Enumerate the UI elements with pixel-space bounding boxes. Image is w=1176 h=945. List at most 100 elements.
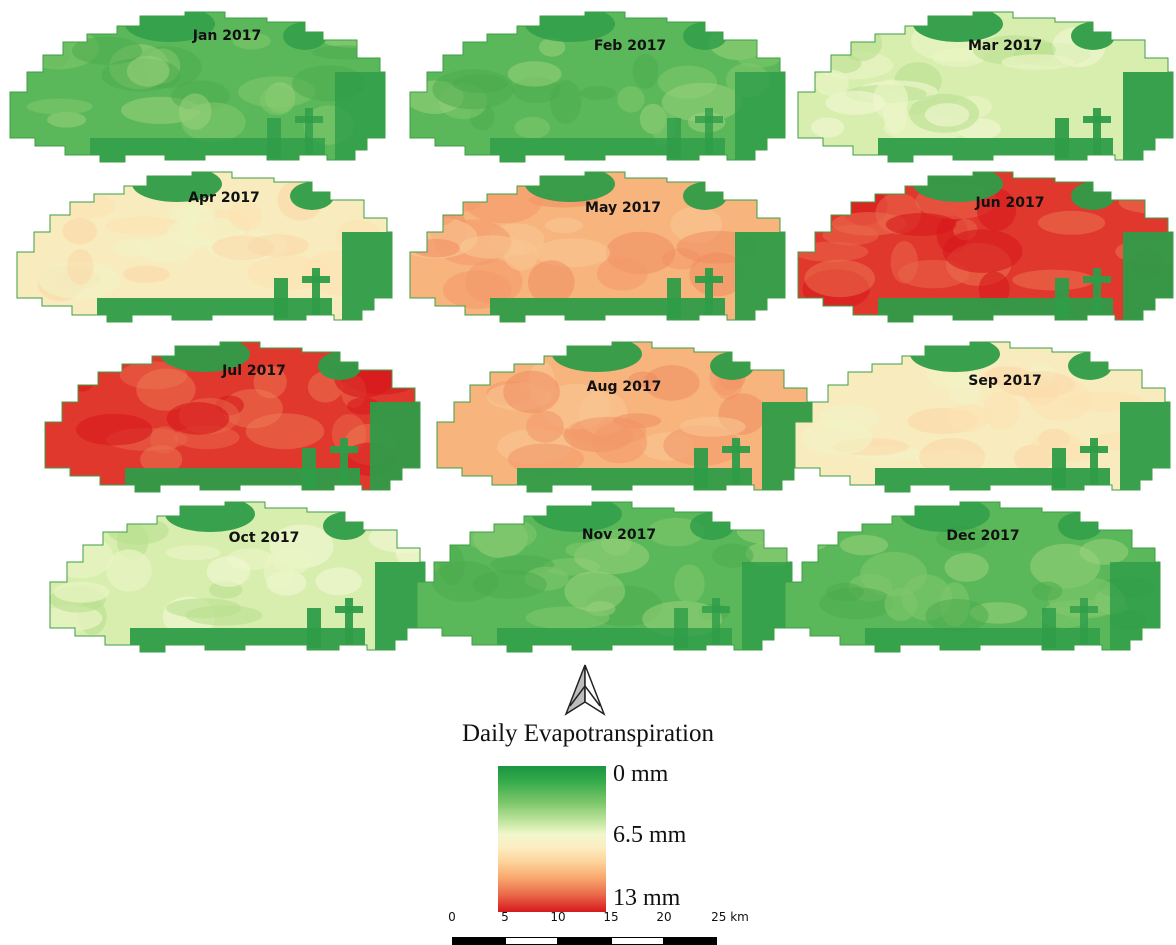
monthly-map-grid: Jan 2017 Feb 2017 Mar 2017 Apr 2017 May 2017… (9, 10, 1176, 655)
map-panel: Aug 2017 (432, 340, 817, 495)
et-map (409, 171, 786, 323)
et-raster-patch (140, 445, 183, 474)
et-raster-patch (1038, 428, 1070, 451)
study-area-outline (416, 501, 793, 653)
scale-segment-5 (664, 937, 717, 945)
low-et-area (667, 118, 681, 158)
et-raster-patch (178, 93, 212, 130)
et-raster-patch (840, 24, 883, 62)
map-panel: Jun 2017 (793, 170, 1176, 325)
et-raster-patch (126, 55, 170, 87)
et-raster-patch (822, 225, 879, 246)
et-raster-patch (944, 553, 989, 582)
low-et-area (1090, 438, 1098, 488)
et-raster-patch (936, 526, 990, 552)
study-area-outline (797, 11, 1174, 163)
legend-label-mid: 6.5 mm (613, 822, 687, 848)
study-area-outline (49, 501, 426, 653)
et-raster-patch (1001, 54, 1075, 70)
low-et-area (1093, 268, 1101, 318)
low-et-area (1093, 108, 1101, 158)
low-et-area (913, 12, 1003, 42)
low-et-area (302, 448, 316, 488)
et-raster-patch (925, 598, 989, 633)
et-raster-patch (412, 238, 460, 258)
low-et-area (1120, 402, 1170, 492)
scale-label-20: 20 (656, 910, 672, 924)
et-raster-patch (924, 103, 970, 127)
et-map (409, 11, 786, 163)
et-raster-patch (228, 201, 262, 231)
et-raster-patch (661, 82, 743, 122)
low-et-area (517, 468, 752, 492)
map-panel: Sep 2017 (790, 340, 1175, 495)
map-panel: Apr 2017 (12, 170, 397, 325)
low-et-area (1110, 562, 1160, 652)
legend-color-ramp (498, 766, 606, 912)
low-et-area (878, 138, 1113, 162)
map-panel: Nov 2017 (412, 500, 797, 655)
map-panel: Mar 2017 (793, 10, 1176, 165)
et-raster-patch (526, 410, 564, 443)
et-raster-patch (1079, 538, 1129, 565)
low-et-area (130, 628, 365, 652)
et-raster-patch (452, 74, 508, 94)
et-raster-patch (811, 117, 845, 138)
et-map (49, 501, 426, 653)
low-et-area (330, 446, 358, 453)
low-et-area (335, 72, 385, 162)
et-raster-patch (75, 413, 153, 446)
legend-title: Daily Evapotranspiration (461, 720, 714, 747)
low-et-area (1080, 446, 1108, 453)
panel-month-label: Jul 2017 (222, 363, 286, 379)
low-et-area (307, 608, 321, 648)
scale-label-25: 25 km (711, 910, 749, 924)
et-map (16, 171, 393, 323)
et-raster-patch (26, 98, 93, 115)
et-map (9, 11, 386, 163)
et-raster-patch (947, 404, 989, 433)
et-raster-patch (507, 61, 562, 87)
low-et-area (1083, 276, 1111, 283)
et-raster-patch (632, 53, 659, 89)
et-raster-patch (165, 545, 221, 561)
et-raster-patch (136, 368, 196, 411)
study-area-outline (794, 341, 1171, 493)
et-raster-patch (461, 516, 537, 552)
et-raster-patch (804, 259, 876, 298)
low-et-area (712, 598, 720, 648)
low-et-area (302, 276, 330, 283)
et-raster-patch (232, 32, 271, 50)
low-et-area (274, 278, 288, 318)
et-raster-patch (984, 366, 1031, 387)
low-et-area (875, 468, 1110, 492)
et-raster-patch (106, 216, 182, 236)
et-raster-patch (259, 85, 296, 116)
et-raster-patch (711, 543, 754, 568)
et-raster-patch (150, 426, 178, 454)
low-et-area (732, 438, 740, 488)
et-raster-patch (50, 605, 103, 632)
scale-segment-3 (558, 937, 611, 945)
et-raster-patch (503, 370, 560, 414)
low-et-area (1055, 118, 1069, 158)
scale-bar: 0 5 10 15 20 25 km (438, 910, 768, 945)
et-raster-patch (166, 598, 242, 619)
low-et-area (674, 608, 688, 648)
et-raster-patch (596, 256, 648, 291)
et-raster-patch (47, 111, 87, 128)
map-panel: Feb 2017 (405, 10, 790, 165)
et-raster-patch (825, 90, 886, 115)
low-et-area (295, 116, 323, 123)
et-raster-patch (801, 419, 873, 456)
low-et-area (722, 446, 750, 453)
low-et-area (340, 438, 348, 488)
et-map (416, 501, 793, 653)
et-raster-patch (919, 438, 986, 476)
et-map (797, 171, 1174, 323)
et-raster-patch (689, 252, 746, 297)
low-et-area (735, 72, 785, 162)
study-area-outline (797, 171, 1174, 323)
map-panel: Dec 2017 (780, 500, 1165, 655)
scale-segment-1 (452, 937, 505, 945)
